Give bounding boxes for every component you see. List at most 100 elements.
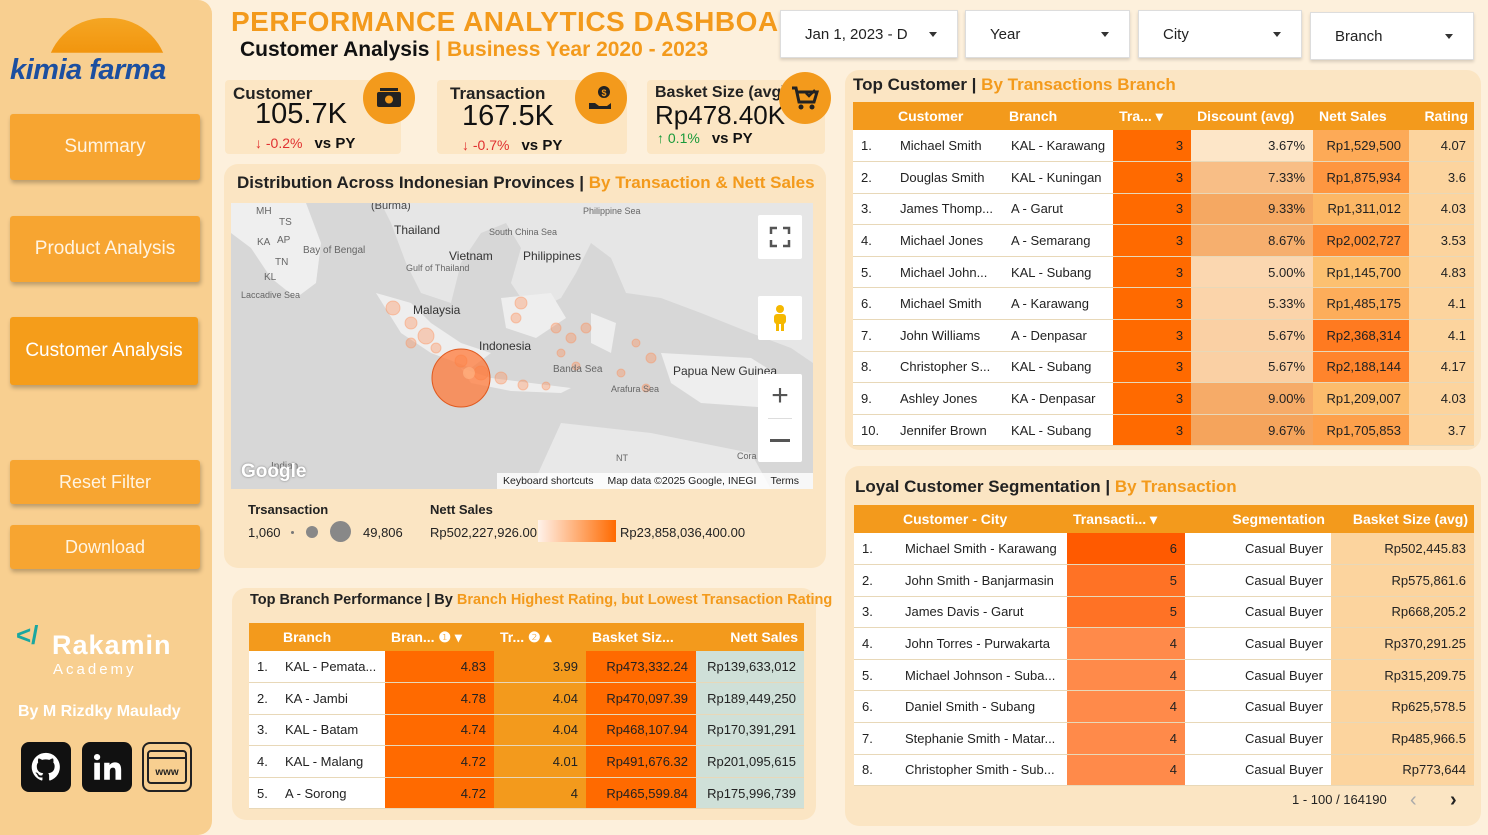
table-row[interactable]: 3. James Thomp... A - Garut 3 9.33% Rp1,311,0… — [853, 193, 1474, 226]
table-cell: Rp625,578.5 — [1331, 690, 1474, 724]
table-row[interactable]: 1. KAL - Pemata... 4.83 3.99 Rp473,332.24 Rp1… — [249, 651, 804, 684]
linkedin-icon[interactable] — [82, 742, 132, 792]
table-cell: Rp370,291.25 — [1331, 627, 1474, 660]
table-row[interactable]: 5. Michael Johnson - Suba... 4 Casual Buyer… — [854, 659, 1474, 692]
chevron-down-icon — [1101, 32, 1109, 37]
table-cell: Douglas Smith — [891, 161, 1003, 194]
rakamin-name: Rakamin — [52, 630, 172, 660]
table-row[interactable]: 6. Daniel Smith - Subang 4 Casual Buyer Rp62… — [854, 690, 1474, 724]
table-row[interactable]: 4. Michael Jones A - Semarang 3 8.67% Rp2,002… — [853, 224, 1474, 257]
city-filter[interactable]: City — [1138, 10, 1302, 58]
table-cell: Rp668,205.2 — [1331, 596, 1474, 629]
col-discount[interactable]: Discount (avg) — [1191, 102, 1314, 130]
keyboard-shortcuts-link[interactable]: Keyboard shortcuts — [503, 475, 594, 487]
table-cell: 4. — [854, 627, 897, 660]
table-cell: Rp315,209.75 — [1331, 659, 1474, 692]
table-cell: Christopher S... — [891, 351, 1003, 384]
table-row[interactable]: 5. A - Sorong 4.72 4 Rp465,599.84 Rp175,996,7… — [249, 777, 804, 810]
table-cell: 4.03 — [1408, 193, 1474, 226]
table-row[interactable]: 1. Michael Smith KAL - Karawang 3 3.67% Rp1,5… — [853, 130, 1474, 163]
table-cell: KAL - Batam — [277, 714, 385, 747]
table-row[interactable]: 7. Stephanie Smith - Matar... 4 Casual Buye… — [854, 722, 1474, 755]
table-row[interactable]: 8. Christopher S... KAL - Subang 3 5.67% Rp2,… — [853, 351, 1474, 384]
map-label-cora: Cora — [737, 451, 757, 461]
col-branch-rating[interactable]: Bran... ❶ ▾ — [385, 623, 494, 651]
table-cell: 4 — [1067, 659, 1185, 692]
vs-label: vs PY — [314, 135, 356, 152]
table-row[interactable]: 1. Michael Smith - Karawang 6 Casual Buyer R… — [854, 533, 1474, 566]
col-basket-size[interactable]: Basket Siz... — [586, 623, 696, 651]
hand-money-icon: $ — [575, 72, 627, 124]
col-rating[interactable]: Rating — [1408, 102, 1474, 130]
kpi-change: ↑ 0.1% vs PY — [657, 130, 753, 147]
terms-link[interactable]: Terms — [770, 475, 800, 487]
fullscreen-icon[interactable] — [758, 215, 802, 259]
map-label-arafura-sea: Arafura Sea — [611, 384, 659, 394]
col-customer-city[interactable]: Customer - City — [897, 505, 1067, 533]
table-cell: KAL - Malang — [277, 745, 385, 778]
table-cell: KAL - Karawang — [1002, 130, 1114, 163]
table-cell: Rp491,676.32 — [586, 745, 696, 778]
table-row[interactable]: 3. James Davis - Garut 5 Casual Buyer Rp668,… — [854, 596, 1474, 629]
map-label-indian: Indian — [271, 461, 298, 472]
col-customer[interactable]: Customer — [891, 102, 1003, 130]
kpi-change: ↓ -0.7% vs PY — [462, 137, 562, 154]
table-row[interactable]: 2. Douglas Smith KAL - Kuningan 3 7.33% Rp1,8… — [853, 161, 1474, 194]
table-cell: James Thomp... — [891, 193, 1003, 226]
website-icon[interactable]: www — [142, 742, 192, 792]
table-row[interactable]: 7. John Williams A - Denpasar 3 5.67% Rp2,368… — [853, 319, 1474, 352]
nav-customer-analysis-button[interactable]: Customer Analysis — [10, 317, 198, 385]
col-branch[interactable]: Branch — [1002, 102, 1114, 130]
table-cell: Rp170,391,291 — [696, 714, 804, 747]
street-view-pegman-icon[interactable] — [758, 296, 802, 340]
table-cell: 3. — [854, 596, 897, 629]
table-row[interactable]: 8. Christopher Smith - Sub... 4 Casual Buye… — [854, 754, 1474, 787]
table-row[interactable]: 2. John Smith - Banjarmasin 5 Casual Buyer R… — [854, 564, 1474, 597]
table-cell: 3 — [1113, 130, 1192, 163]
zoom-in-icon[interactable]: + — [771, 379, 789, 412]
table-cell: A - Garut — [1002, 193, 1114, 226]
table-cell: Rp1,145,700 — [1313, 256, 1409, 289]
table-cell: Rp1,311,012 — [1313, 193, 1409, 226]
date-range-filter[interactable]: Jan 1, 2023 - D — [780, 10, 958, 58]
nav-product-analysis-button[interactable]: Product Analysis — [10, 216, 200, 282]
col-transaction[interactable]: Transacti... ▾ — [1067, 505, 1185, 533]
table-cell: 3 — [1113, 319, 1192, 352]
rakamin-logo: </ Rakamin Academy — [16, 618, 196, 688]
github-icon[interactable] — [21, 742, 71, 792]
col-transaction[interactable]: Tra... ▾ — [1113, 102, 1192, 130]
table-row[interactable]: 10. Jennifer Brown KAL - Subang 3 9.67% Rp1,7… — [853, 414, 1474, 447]
table-row[interactable]: 9. Ashley Jones KA - Denpasar 3 9.00% Rp1,209… — [853, 382, 1474, 415]
year-filter[interactable]: Year — [965, 10, 1130, 58]
col-segmentation[interactable]: Segmentation — [1185, 505, 1331, 533]
table-cell: 3.7 — [1408, 414, 1474, 447]
table-row[interactable]: 4. KAL - Malang 4.72 4.01 Rp491,676.32 Rp201,… — [249, 745, 804, 778]
kpi-value: 167.5K — [462, 100, 554, 132]
kpi-value: 105.7K — [255, 98, 347, 130]
map-data-attribution: Map data ©2025 Google, INEGI — [607, 475, 757, 487]
table-row[interactable]: 5. Michael John... KAL - Subang 3 5.00% Rp1,1… — [853, 256, 1474, 289]
indonesia-map[interactable]: MH TS KA AP TN KL (Burma) Thailand Bay o… — [231, 203, 813, 489]
col-basket-size[interactable]: Basket Size (avg) — [1331, 505, 1474, 533]
table-row[interactable]: 4. John Torres - Purwakarta 4 Casual Buyer R… — [854, 627, 1474, 660]
branch-filter[interactable]: Branch — [1310, 12, 1474, 60]
table-cell: 5 — [1067, 564, 1185, 597]
prev-page-icon[interactable]: ‹ — [1410, 789, 1417, 811]
nav-summary-button[interactable]: Summary — [10, 114, 200, 180]
table-cell: John Williams — [891, 319, 1003, 352]
zoom-out-icon[interactable] — [758, 418, 802, 462]
col-nett-sales[interactable]: Nett Sales — [1313, 102, 1409, 130]
table-row[interactable]: 2. KA - Jambi 4.78 4.04 Rp470,097.39 Rp189,44… — [249, 682, 804, 715]
next-page-icon[interactable]: › — [1450, 789, 1457, 811]
col-transaction-rating[interactable]: Tr... ❷ ▴ — [494, 623, 586, 651]
table-row[interactable]: 6. Michael Smith A - Karawang 3 5.33% Rp1,485… — [853, 287, 1474, 321]
kpi-label: Transaction — [450, 84, 546, 103]
table-cell: 4.83 — [1408, 256, 1474, 289]
map-label-vietnam: Vietnam — [449, 249, 493, 263]
download-button[interactable]: Download — [10, 525, 200, 569]
table-row[interactable]: 3. KAL - Batam 4.74 4.04 Rp468,107.94 Rp170,3… — [249, 714, 804, 747]
reset-filter-button[interactable]: Reset Filter — [10, 460, 200, 504]
col-branch[interactable]: Branch — [277, 623, 385, 651]
col-nett-sales[interactable]: Nett Sales — [696, 623, 804, 651]
table-cell: Michael Jones — [891, 224, 1003, 257]
